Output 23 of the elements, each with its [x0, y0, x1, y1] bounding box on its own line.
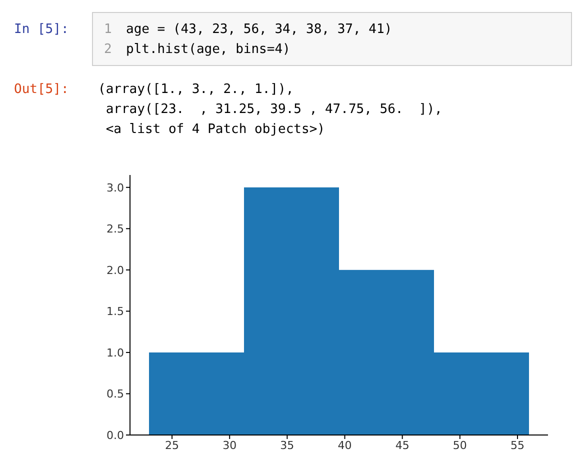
text: 1 [104, 22, 112, 37]
y-tick-label: 1.0 [106, 346, 124, 360]
y-tick-label: 2.0 [106, 264, 124, 277]
text: <a list of 4 Patch objects>) [104, 122, 325, 137]
text: (array([1., 3., 2., 1.]), [98, 82, 294, 97]
text: plt.hist(age, bins=4) [126, 42, 290, 57]
text: 2 [104, 42, 112, 57]
text: array([23. , 31.25, 39.5 , 47.75, 56. ]), [104, 102, 442, 117]
x-tick-label: 50 [452, 438, 467, 452]
x-tick-label: 35 [280, 438, 294, 452]
x-tick-label: 55 [510, 438, 524, 452]
y-tick-label: 0.5 [106, 388, 124, 401]
text: age = (43, 23, 56, 34, 38, 37, 41) [126, 22, 392, 37]
x-tick-label: 40 [338, 438, 352, 452]
y-tick-label: 0.0 [106, 428, 124, 442]
y-tick-label: 1.5 [106, 305, 124, 318]
y-tick-label: 3.0 [106, 181, 124, 194]
y-tick-label: 2.5 [106, 222, 124, 236]
text: Out[5]: [14, 82, 69, 97]
x-tick-label: 45 [395, 438, 410, 452]
x-tick-label: 30 [222, 438, 237, 452]
text: In [5]: [14, 22, 69, 37]
x-tick-label: 25 [165, 438, 180, 452]
